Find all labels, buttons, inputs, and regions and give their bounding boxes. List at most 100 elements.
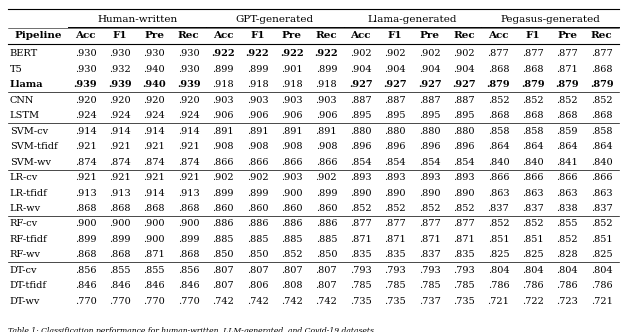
Text: .903: .903 (247, 96, 268, 105)
Text: BERT: BERT (10, 49, 38, 58)
Text: .886: .886 (281, 219, 303, 228)
Text: .904: .904 (385, 65, 406, 74)
Text: .901: .901 (281, 65, 303, 74)
Text: .868: .868 (488, 111, 509, 120)
Text: .846: .846 (178, 281, 200, 290)
Text: .921: .921 (178, 173, 200, 182)
Text: .860: .860 (316, 204, 337, 213)
Text: .899: .899 (109, 235, 131, 244)
Text: .927: .927 (349, 80, 372, 89)
Text: .930: .930 (143, 49, 165, 58)
Text: .887: .887 (350, 96, 372, 105)
Text: .866: .866 (591, 173, 612, 182)
Text: .866: .866 (281, 158, 303, 167)
Text: Llama-generated: Llama-generated (367, 15, 457, 24)
Text: .722: .722 (522, 297, 544, 306)
Text: .786: .786 (488, 281, 509, 290)
Text: .859: .859 (557, 127, 578, 136)
Text: .742: .742 (316, 297, 337, 306)
Text: Pegasus-generated: Pegasus-generated (500, 15, 600, 24)
Text: .868: .868 (591, 65, 612, 74)
Text: .896: .896 (385, 142, 406, 151)
Text: SVM-wv: SVM-wv (10, 158, 51, 167)
Text: .880: .880 (419, 127, 440, 136)
Text: .906: .906 (316, 111, 337, 120)
Text: .913: .913 (75, 189, 97, 198)
Text: .804: .804 (591, 266, 612, 275)
Text: .930: .930 (75, 65, 96, 74)
Text: .860: .860 (212, 204, 234, 213)
Text: .854: .854 (350, 158, 372, 167)
Text: .932: .932 (109, 65, 131, 74)
Text: .879: .879 (556, 80, 579, 89)
Text: .835: .835 (453, 250, 475, 259)
Text: .918: .918 (212, 80, 234, 89)
Text: .770: .770 (178, 297, 200, 306)
Text: .825: .825 (488, 250, 509, 259)
Text: .742: .742 (212, 297, 234, 306)
Text: .837: .837 (522, 204, 544, 213)
Text: .742: .742 (246, 297, 269, 306)
Text: DT-wv: DT-wv (10, 297, 40, 306)
Text: .854: .854 (453, 158, 475, 167)
Text: .920: .920 (109, 96, 131, 105)
Text: .852: .852 (419, 204, 440, 213)
Text: Acc: Acc (351, 31, 371, 40)
Text: Table 1: Classification performance for human-written, LLM-generated, and Covid-: Table 1: Classification performance for … (8, 326, 376, 332)
Text: .877: .877 (488, 49, 509, 58)
Text: .924: .924 (143, 111, 165, 120)
Text: .903: .903 (281, 96, 303, 105)
Text: Pipeline: Pipeline (14, 31, 62, 40)
Text: .895: .895 (419, 111, 440, 120)
Text: .879: .879 (486, 80, 510, 89)
Text: .866: .866 (522, 173, 543, 182)
Text: .922: .922 (246, 49, 269, 58)
Text: .851: .851 (591, 235, 612, 244)
Text: Llama: Llama (10, 80, 44, 89)
Text: .808: .808 (281, 281, 303, 290)
Text: Acc: Acc (488, 31, 509, 40)
Text: .904: .904 (350, 65, 372, 74)
Text: .900: .900 (109, 219, 131, 228)
Text: .899: .899 (316, 65, 337, 74)
Text: .868: .868 (75, 250, 96, 259)
Text: .877: .877 (556, 49, 578, 58)
Text: .877: .877 (453, 219, 475, 228)
Text: .868: .868 (178, 250, 200, 259)
Text: .852: .852 (385, 204, 406, 213)
Text: .921: .921 (75, 142, 97, 151)
Text: .838: .838 (556, 204, 578, 213)
Text: .906: .906 (281, 111, 303, 120)
Text: .786: .786 (522, 281, 543, 290)
Text: .930: .930 (178, 49, 200, 58)
Text: .852: .852 (522, 219, 543, 228)
Text: .806: .806 (247, 281, 268, 290)
Text: .835: .835 (385, 250, 406, 259)
Text: .922: .922 (280, 49, 304, 58)
Text: .793: .793 (419, 266, 440, 275)
Text: .913: .913 (178, 189, 200, 198)
Text: .940: .940 (143, 80, 166, 89)
Text: .864: .864 (591, 142, 612, 151)
Text: .837: .837 (591, 204, 612, 213)
Text: .742: .742 (281, 297, 303, 306)
Text: .804: .804 (488, 266, 509, 275)
Text: .893: .893 (350, 173, 372, 182)
Text: Human-written: Human-written (97, 15, 177, 24)
Text: .785: .785 (350, 281, 372, 290)
Text: .852: .852 (591, 219, 612, 228)
Text: .786: .786 (556, 281, 578, 290)
Text: .908: .908 (212, 142, 234, 151)
Text: .852: .852 (591, 96, 612, 105)
Text: .904: .904 (453, 65, 475, 74)
Text: .921: .921 (75, 173, 97, 182)
Text: .886: .886 (212, 219, 234, 228)
Text: .855: .855 (109, 266, 131, 275)
Text: .852: .852 (556, 235, 578, 244)
Text: Pre: Pre (420, 31, 440, 40)
Text: .887: .887 (419, 96, 440, 105)
Text: RF-cv: RF-cv (10, 219, 38, 228)
Text: .770: .770 (75, 297, 97, 306)
Text: .902: .902 (385, 49, 406, 58)
Text: .866: .866 (316, 158, 337, 167)
